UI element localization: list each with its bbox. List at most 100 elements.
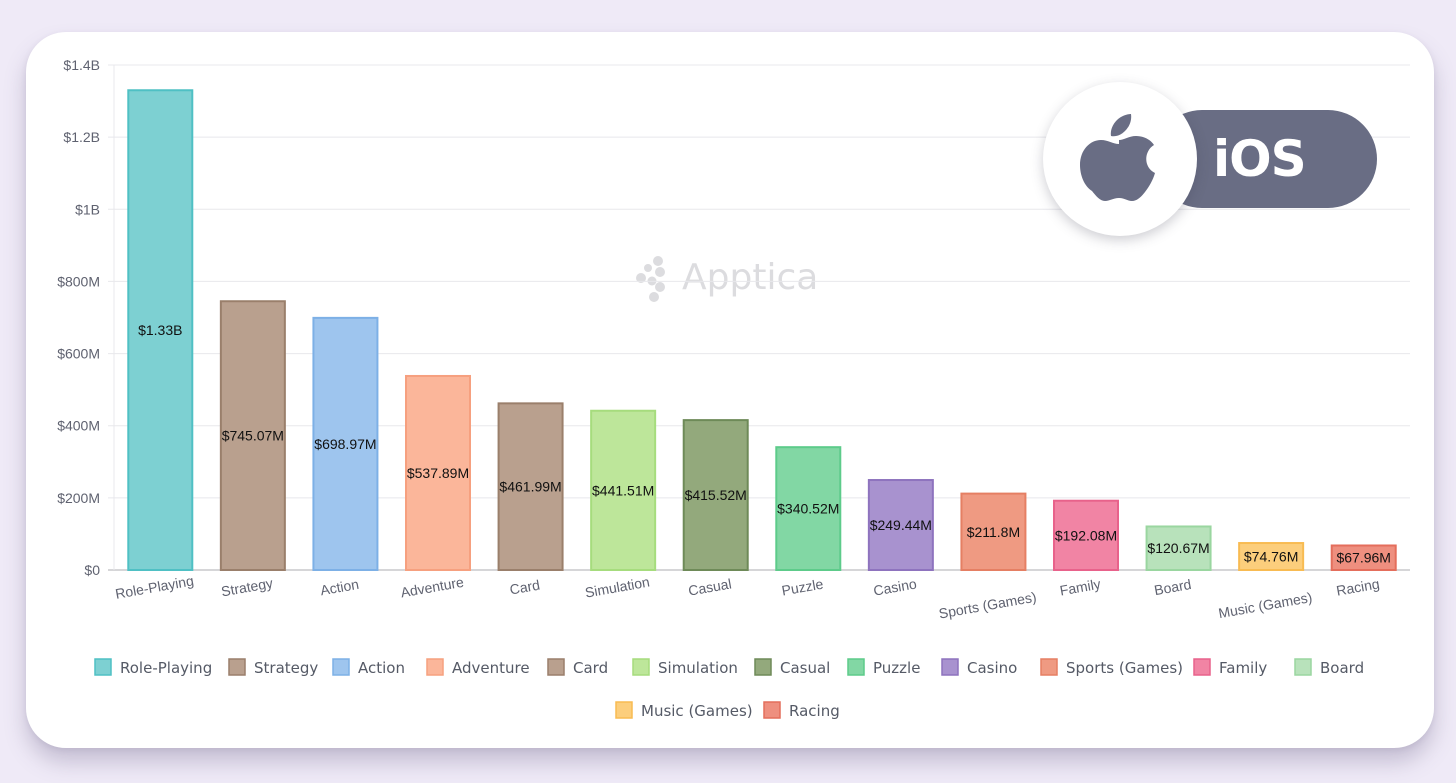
legend-item[interactable]: Casino bbox=[941, 658, 1017, 677]
y-tick-label: $1.2B bbox=[63, 129, 100, 145]
x-tick-label: Board bbox=[1153, 576, 1193, 598]
legend-label: Card bbox=[573, 659, 608, 677]
legend-label: Adventure bbox=[452, 659, 530, 677]
x-tick-label: Simulation bbox=[584, 574, 651, 601]
x-tick-label: Casino bbox=[872, 575, 918, 598]
bar bbox=[590, 409, 657, 571]
x-tick-label: Music (Games) bbox=[1217, 589, 1313, 621]
legend-item[interactable]: Casual bbox=[754, 658, 830, 677]
apple-icon-circle bbox=[1043, 82, 1197, 236]
y-tick-label: $0 bbox=[84, 562, 100, 578]
x-tick-label: Adventure bbox=[399, 574, 465, 601]
legend-item[interactable]: Card bbox=[547, 658, 608, 677]
bar bbox=[682, 419, 749, 571]
x-tick-label: Card bbox=[508, 577, 541, 598]
legend-swatch bbox=[615, 701, 633, 719]
legend: Role-Playing Strategy Action Adventure Card S… bbox=[94, 658, 1364, 720]
legend-swatch bbox=[426, 658, 444, 676]
apptica-logo-icon bbox=[636, 256, 665, 302]
legend-item[interactable]: Strategy bbox=[228, 658, 318, 677]
y-tick-label: $1.4B bbox=[63, 57, 100, 73]
data-label: $74.76M bbox=[1244, 549, 1298, 565]
x-tick-label: Role-Playing bbox=[114, 572, 195, 602]
data-label: $340.52M bbox=[777, 501, 839, 517]
legend-label: Racing bbox=[789, 702, 840, 720]
y-axis: $0 $200M $400M $600M $800M $1B $1.2B $1.4B bbox=[57, 57, 100, 578]
data-label: $698.97M bbox=[314, 436, 376, 452]
legend-label: Casino bbox=[967, 659, 1017, 677]
legend-swatch bbox=[1193, 658, 1211, 676]
data-label: $461.99M bbox=[499, 479, 561, 495]
legend-swatch bbox=[547, 658, 565, 676]
legend-label: Action bbox=[358, 659, 405, 677]
legend-swatch bbox=[332, 658, 350, 676]
x-tick-label: Sports (Games) bbox=[938, 589, 1038, 622]
legend-item[interactable]: Sports (Games) bbox=[1040, 658, 1183, 677]
legend-label: Music (Games) bbox=[641, 702, 753, 720]
bar bbox=[1145, 525, 1212, 571]
legend-item[interactable]: Family bbox=[1193, 658, 1267, 677]
legend-swatch bbox=[94, 658, 112, 676]
legend-label: Strategy bbox=[254, 659, 318, 677]
x-tick-label: Puzzle bbox=[780, 576, 824, 599]
y-tick-label: $200M bbox=[57, 490, 100, 506]
bar bbox=[312, 316, 379, 571]
x-axis: Role-Playing Strategy Action Adventure Card S… bbox=[114, 572, 1381, 621]
legend-label: Role-Playing bbox=[120, 659, 212, 677]
platform-label: iOS bbox=[1213, 130, 1307, 188]
legend-label: Puzzle bbox=[873, 659, 920, 677]
bar bbox=[960, 492, 1027, 571]
data-label: $249.44M bbox=[870, 517, 932, 533]
bar bbox=[405, 374, 471, 572]
legend-swatch bbox=[941, 658, 959, 676]
x-tick-label: Racing bbox=[1335, 575, 1381, 598]
legend-item[interactable]: Puzzle bbox=[847, 658, 920, 677]
data-labels: $1.33B $745.07M $698.97M $537.89M $461.99M $4… bbox=[138, 322, 1391, 566]
y-tick-label: $1B bbox=[75, 201, 100, 217]
y-tick-label: $600M bbox=[57, 346, 100, 362]
data-label: $415.52M bbox=[685, 487, 747, 503]
y-tick-label: $800M bbox=[57, 273, 100, 289]
platform-badge: iOS bbox=[1043, 82, 1383, 238]
legend-label: Simulation bbox=[658, 659, 738, 677]
apptica-watermark: Apptica bbox=[634, 254, 824, 304]
bar bbox=[1330, 544, 1397, 571]
legend-item[interactable]: Board bbox=[1294, 658, 1364, 677]
data-label: $537.89M bbox=[407, 465, 469, 481]
data-label: $745.07M bbox=[222, 428, 284, 444]
bar bbox=[497, 402, 564, 571]
legend-item[interactable]: Simulation bbox=[632, 658, 738, 677]
bar bbox=[775, 446, 842, 572]
legend-item[interactable]: Adventure bbox=[426, 658, 530, 677]
data-label: $120.67M bbox=[1147, 540, 1209, 556]
watermark-text: Apptica bbox=[682, 257, 819, 298]
legend-label: Board bbox=[1320, 659, 1364, 677]
legend-label: Sports (Games) bbox=[1066, 659, 1183, 677]
legend-swatch bbox=[847, 658, 865, 676]
data-label: $192.08M bbox=[1055, 527, 1117, 543]
legend-item[interactable]: Music (Games) bbox=[615, 701, 753, 720]
x-tick-label: Action bbox=[319, 576, 360, 599]
y-tick-label: $400M bbox=[57, 418, 100, 434]
apple-icon bbox=[1080, 114, 1155, 201]
legend-label: Casual bbox=[780, 659, 830, 677]
x-tick-label: Family bbox=[1058, 576, 1101, 599]
legend-item[interactable]: Action bbox=[332, 658, 405, 677]
legend-item[interactable]: Role-Playing bbox=[94, 658, 212, 677]
legend-item[interactable]: Racing bbox=[763, 701, 840, 720]
legend-swatch bbox=[228, 658, 246, 676]
data-label: $211.8M bbox=[967, 524, 1020, 540]
x-tick-label: Strategy bbox=[220, 575, 274, 600]
bar bbox=[1053, 499, 1119, 571]
bars bbox=[127, 89, 1397, 572]
legend-swatch bbox=[754, 658, 772, 676]
data-label: $67.96M bbox=[1336, 550, 1390, 566]
bar bbox=[1238, 542, 1305, 572]
legend-swatch bbox=[763, 701, 781, 719]
legend-swatch bbox=[1040, 658, 1058, 676]
x-tick-label: Casual bbox=[687, 575, 733, 598]
data-label: $1.33B bbox=[138, 322, 182, 338]
bar bbox=[127, 89, 194, 571]
legend-label: Family bbox=[1219, 659, 1267, 677]
